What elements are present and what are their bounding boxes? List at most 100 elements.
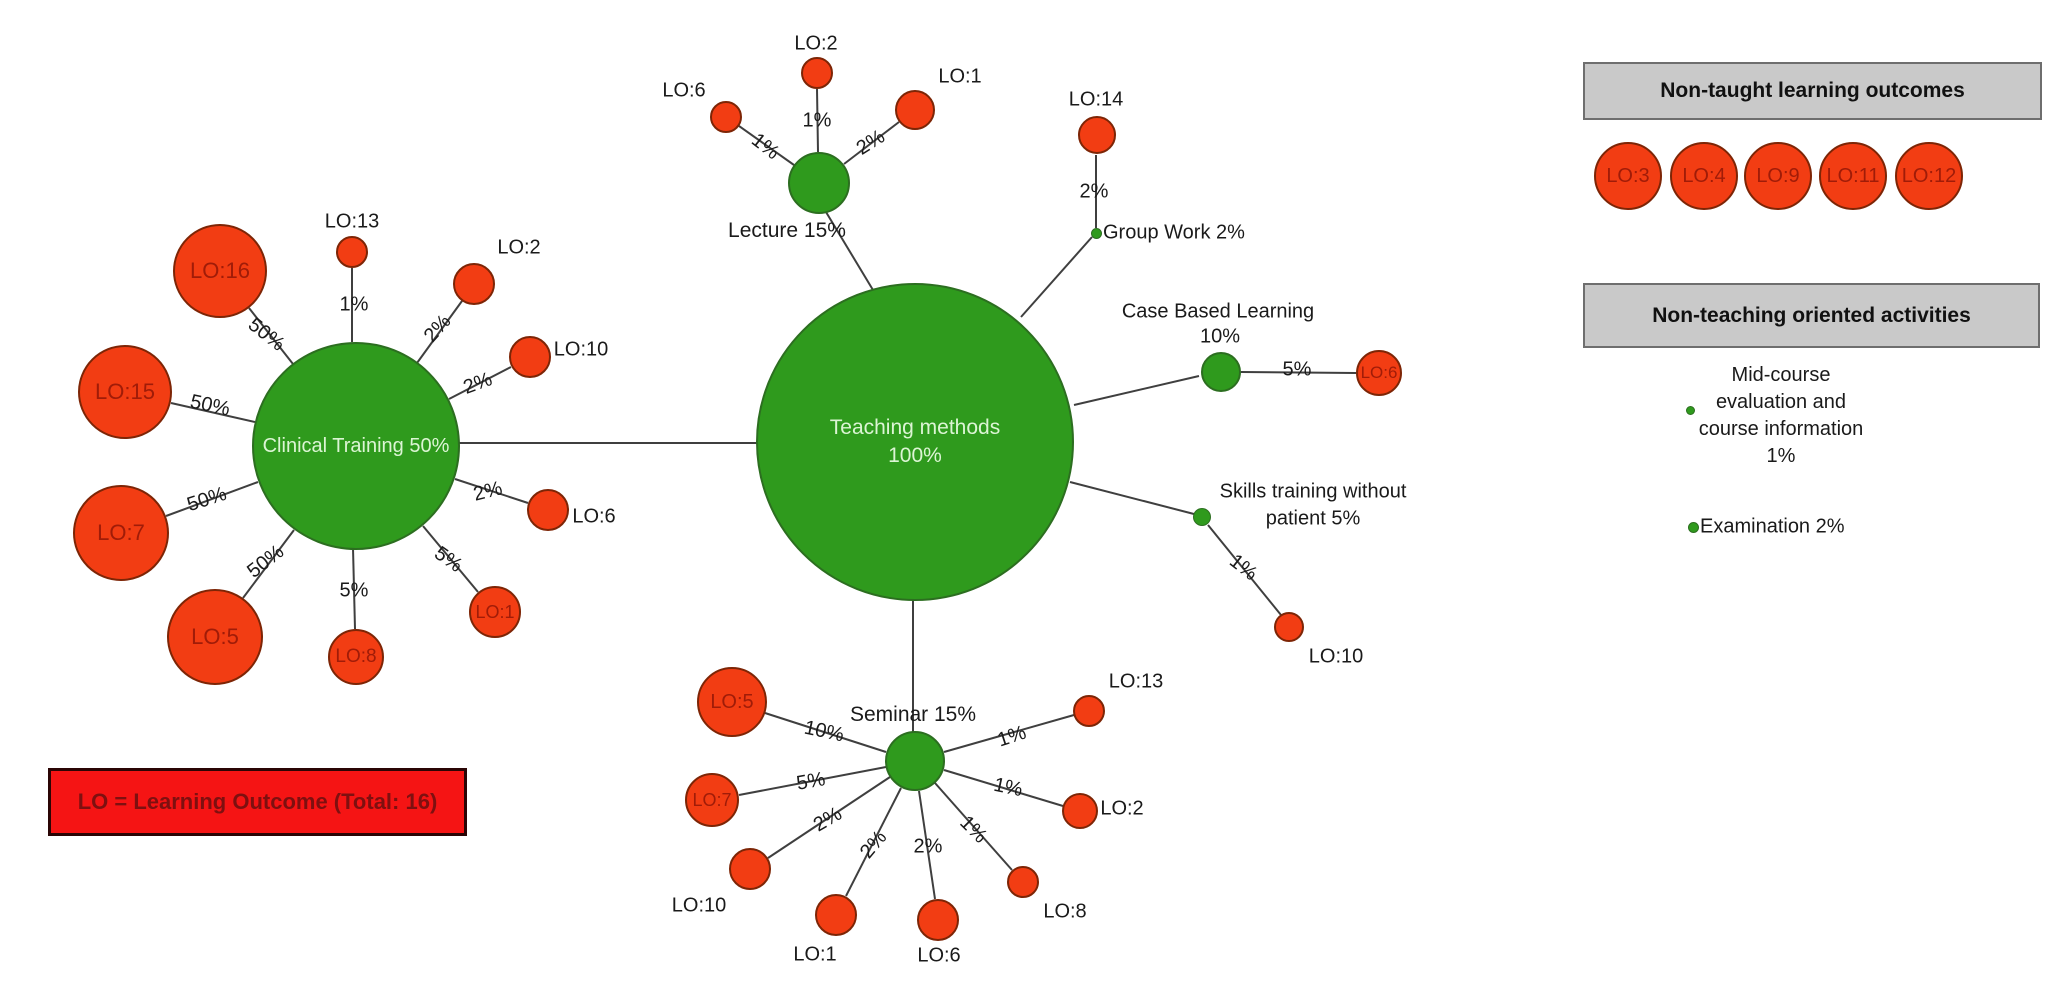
- edge-lecture-lo6: [738, 125, 795, 166]
- lo-label: LO:13: [324, 210, 380, 233]
- node-nontaught-lo4: LO:4: [1670, 142, 1738, 210]
- legend-note-text: LO = Learning Outcome (Total: 16): [77, 789, 438, 814]
- edge-seminar-lo6: [918, 790, 936, 900]
- node-clinical-lo1: LO:1: [469, 586, 521, 638]
- edge-clinical-lo16: [248, 307, 294, 365]
- lo-label: LO:6: [662, 79, 706, 102]
- node-clinical-lo8: LO:8: [328, 629, 384, 685]
- case-based-learning-label: Case Based Learning: [1121, 300, 1315, 323]
- edge-pct-label: 2%: [1079, 180, 1109, 203]
- lo-label: LO:2: [497, 236, 541, 259]
- edge-clinical-lo5: [242, 529, 295, 599]
- edge-lecture-lo1: [843, 121, 900, 165]
- lo-label: LO:1: [938, 65, 982, 88]
- node-seminar-lo13: [1073, 695, 1105, 727]
- lo-label: LO:2: [794, 32, 838, 55]
- lo-label: LO:9: [1756, 164, 1800, 187]
- panel-title: Non-teaching oriented activities: [1652, 303, 1971, 327]
- lo-label: LO:6: [1360, 363, 1398, 383]
- lo-label: LO:10: [553, 338, 609, 361]
- lo-label: LO:13: [1108, 670, 1164, 693]
- lo-label: LO:5: [710, 690, 754, 713]
- edge-casebased-lo6: [1240, 371, 1357, 374]
- lo-label: LO:1: [793, 943, 837, 966]
- edge-pct-label: 5%: [1282, 358, 1312, 381]
- case-based-learning-pct: 10%: [1199, 325, 1241, 348]
- edge-teaching-skills: [1069, 481, 1195, 515]
- lo-label: LO:10: [1308, 645, 1364, 668]
- node-seminar-lo8: [1007, 866, 1039, 898]
- node-seminar-lo1: [815, 894, 857, 936]
- edge-teaching-groupwork: [1020, 236, 1093, 318]
- clinical-training-label: Clinical Training 50%: [262, 434, 450, 457]
- edge-skills-lo10: [1207, 524, 1282, 616]
- node-seminar-lo2: [1062, 793, 1098, 829]
- node-groupwork-lo14: [1078, 116, 1116, 154]
- node-group-work: [1091, 228, 1102, 239]
- node-clinical-lo6: [527, 489, 569, 531]
- node-clinical-lo13: [336, 236, 368, 268]
- edge-seminar-lo5: [764, 712, 887, 753]
- edge-pct-label: 1%: [802, 109, 832, 132]
- node-lecture-lo1: [895, 90, 935, 130]
- node-teaching-methods: Teaching methods 100%: [756, 283, 1074, 601]
- mid-course-label: Mid-course evaluation and course informa…: [1698, 364, 1864, 467]
- node-nontaught-lo11: LO:11: [1819, 142, 1887, 210]
- panel-non-teaching-title: Non-teaching oriented activities: [1583, 283, 2040, 348]
- edge-clinical-lo6: [454, 478, 529, 504]
- edge-seminar-lo1: [845, 787, 902, 897]
- lo-label: LO:3: [1606, 164, 1650, 187]
- node-examination-dot: [1688, 522, 1699, 533]
- lo-label: LO:7: [97, 520, 145, 546]
- node-seminar-lo6: [917, 899, 959, 941]
- node-nontaught-lo9: LO:9: [1744, 142, 1812, 210]
- lo-label: LO:11: [1826, 164, 1880, 187]
- seminar-label: Seminar 15%: [849, 703, 977, 726]
- edge-lecture-lo2: [816, 88, 819, 153]
- edge-seminar-lo8: [934, 782, 1013, 871]
- node-clinical-lo16: LO:16: [173, 224, 267, 318]
- skills-training-label-2: patient 5%: [1265, 507, 1361, 530]
- edge-clinical-lo8: [352, 547, 356, 630]
- lecture-label: Lecture 15%: [728, 219, 846, 242]
- lo-label: LO:6: [917, 944, 961, 967]
- lo-label: LO:2: [1100, 797, 1144, 820]
- node-clinical-lo2: [453, 263, 495, 305]
- lo-label: LO:5: [191, 624, 239, 650]
- lo-label: LO:8: [1043, 900, 1087, 923]
- node-casebased-lo6: LO:6: [1356, 350, 1402, 396]
- edge-pct-label: 1%: [339, 293, 369, 316]
- lo-label: LO:6: [572, 505, 616, 528]
- lo-label: LO:8: [335, 646, 377, 668]
- edge-clinical-lo2: [416, 300, 463, 364]
- node-seminar: [885, 731, 945, 791]
- lo-label: LO:15: [95, 379, 155, 405]
- teaching-methods-label: Teaching methods 100%: [829, 415, 1001, 467]
- lo-label: LO:12: [1901, 164, 1957, 187]
- node-seminar-lo7: LO:7: [685, 773, 739, 827]
- edge-seminar-lo7: [738, 766, 887, 796]
- edge-clinical-lo1: [422, 525, 479, 593]
- node-lecture-lo6: [710, 101, 742, 133]
- node-mid-course-dot: [1686, 406, 1695, 415]
- node-nontaught-lo3: LO:3: [1594, 142, 1662, 210]
- node-lecture-lo2: [801, 57, 833, 89]
- edge-seminar-lo2: [943, 769, 1064, 807]
- lo-label: LO:16: [190, 258, 250, 284]
- legend-note-box: LO = Learning Outcome (Total: 16): [48, 768, 467, 836]
- edge-pct-label: 5%: [339, 579, 369, 602]
- edge-pct-label: 5%: [794, 768, 828, 795]
- edge-clinical-lo7: [165, 481, 259, 517]
- node-skills-training: [1193, 508, 1211, 526]
- panel-non-taught-title: Non-taught learning outcomes: [1583, 62, 2042, 120]
- node-clinical-lo10: [509, 336, 551, 378]
- edge-clinical-lo15: [170, 402, 256, 423]
- lo-label: LO:7: [692, 789, 732, 810]
- node-clinical-training: Clinical Training 50%: [252, 342, 460, 550]
- node-clinical-lo7: LO:7: [73, 485, 169, 581]
- edge-seminar-lo10: [767, 776, 891, 859]
- node-seminar-lo5: LO:5: [697, 667, 767, 737]
- node-clinical-lo15: LO:15: [78, 345, 172, 439]
